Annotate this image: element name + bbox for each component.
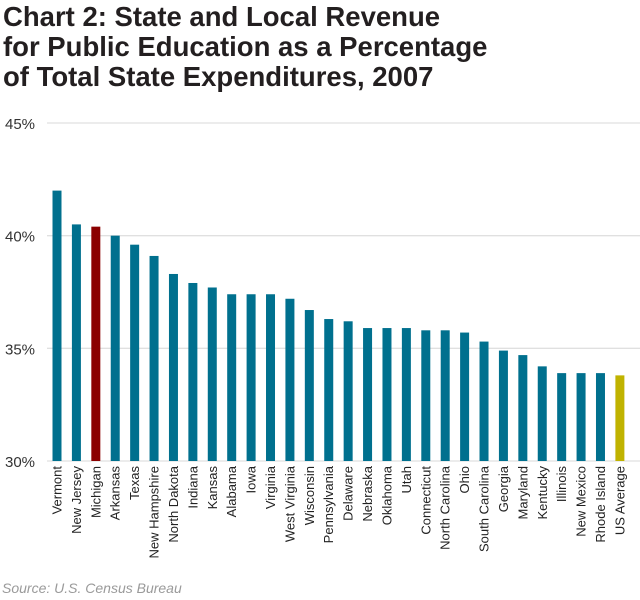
y-tick-label: 40% [5, 229, 35, 246]
source-note: Source: U.S. Census Bureau [2, 580, 182, 596]
bar-alabama [227, 294, 237, 461]
x-tick-label: Pennsylvania [321, 465, 336, 543]
x-tick-label: Arkansas [108, 466, 123, 521]
x-tick-label: Ohio [457, 466, 472, 493]
x-tick-label: Michigan [88, 466, 103, 518]
bar-virginia [266, 294, 276, 461]
x-tick-label: West Virginia [282, 465, 297, 542]
x-tick-label: Illinois [554, 466, 569, 503]
x-tick-label: Vermont [50, 466, 65, 515]
x-tick-label: New Hampshire [147, 466, 162, 558]
x-tick-label: Indiana [185, 465, 200, 508]
y-tick-label: 45% [5, 116, 35, 133]
x-tick-label: North Dakota [166, 465, 181, 542]
bar-north-dakota [168, 273, 178, 461]
bar-ohio [460, 332, 470, 461]
bar-connecticut [421, 330, 431, 461]
bar-utah [401, 328, 411, 461]
x-tick-label: Rhode Island [593, 466, 608, 543]
x-tick-label: Kentucky [535, 466, 550, 520]
x-tick-label: Oklahoma [379, 465, 394, 525]
bar-arkansas [110, 235, 120, 461]
bar-west-virginia [285, 298, 295, 461]
x-tick-label: North Carolina [438, 465, 453, 550]
bar-michigan [91, 226, 101, 461]
x-tick-label: Nebraska [360, 465, 375, 521]
y-tick-label: 35% [5, 341, 35, 358]
y-tick-label: 30% [5, 454, 35, 471]
x-tick-label: Iowa [244, 465, 259, 493]
bar-delaware [343, 321, 353, 461]
x-tick-label: Georgia [496, 465, 511, 512]
x-tick-label: US Average [612, 466, 627, 535]
bar-new-jersey [71, 224, 81, 461]
bar-oklahoma [382, 328, 392, 461]
x-tick-label: South Carolina [477, 465, 492, 552]
x-tick-label: New Jersey [69, 466, 84, 534]
x-tick-label: New Mexico [574, 466, 589, 537]
x-tick-label: Alabama [224, 465, 239, 517]
x-tick-label: Wisconsin [302, 466, 317, 525]
x-axis-labels: Vermont New Jersey Michigan Arkansas Texas Ne… [50, 465, 628, 558]
x-tick-label: Texas [127, 466, 142, 500]
x-tick-label: Maryland [515, 466, 530, 519]
bar-rhode-island [595, 373, 605, 461]
bar-iowa [246, 294, 256, 461]
bar-us-average [615, 375, 625, 461]
bar-illinois [557, 373, 567, 461]
bar-kansas [207, 287, 217, 461]
x-tick-label: Kansas [205, 466, 220, 510]
x-tick-label: Delaware [341, 466, 356, 521]
bar-georgia [498, 350, 508, 461]
bar-wisconsin [304, 310, 314, 461]
bar-vermont [52, 190, 62, 461]
chart-title: Chart 2: State and Local Revenue for Pub… [3, 1, 488, 92]
bar-new-hampshire [149, 255, 159, 461]
bar-indiana [188, 282, 198, 461]
x-tick-label: Utah [399, 466, 414, 493]
bars [52, 190, 625, 461]
bar-pennsylvania [324, 319, 334, 461]
bar-maryland [518, 355, 528, 461]
x-tick-label: Connecticut [418, 466, 433, 535]
bar-kentucky [537, 366, 547, 461]
bar-nebraska [363, 328, 373, 461]
bar-north-carolina [440, 330, 450, 461]
x-tick-label: Virginia [263, 465, 278, 509]
bar-south-carolina [479, 341, 489, 461]
bar-texas [130, 244, 140, 461]
y-axis-ticks: 30% 35% 40% 45% [5, 116, 35, 471]
bar-new-mexico [576, 373, 586, 461]
